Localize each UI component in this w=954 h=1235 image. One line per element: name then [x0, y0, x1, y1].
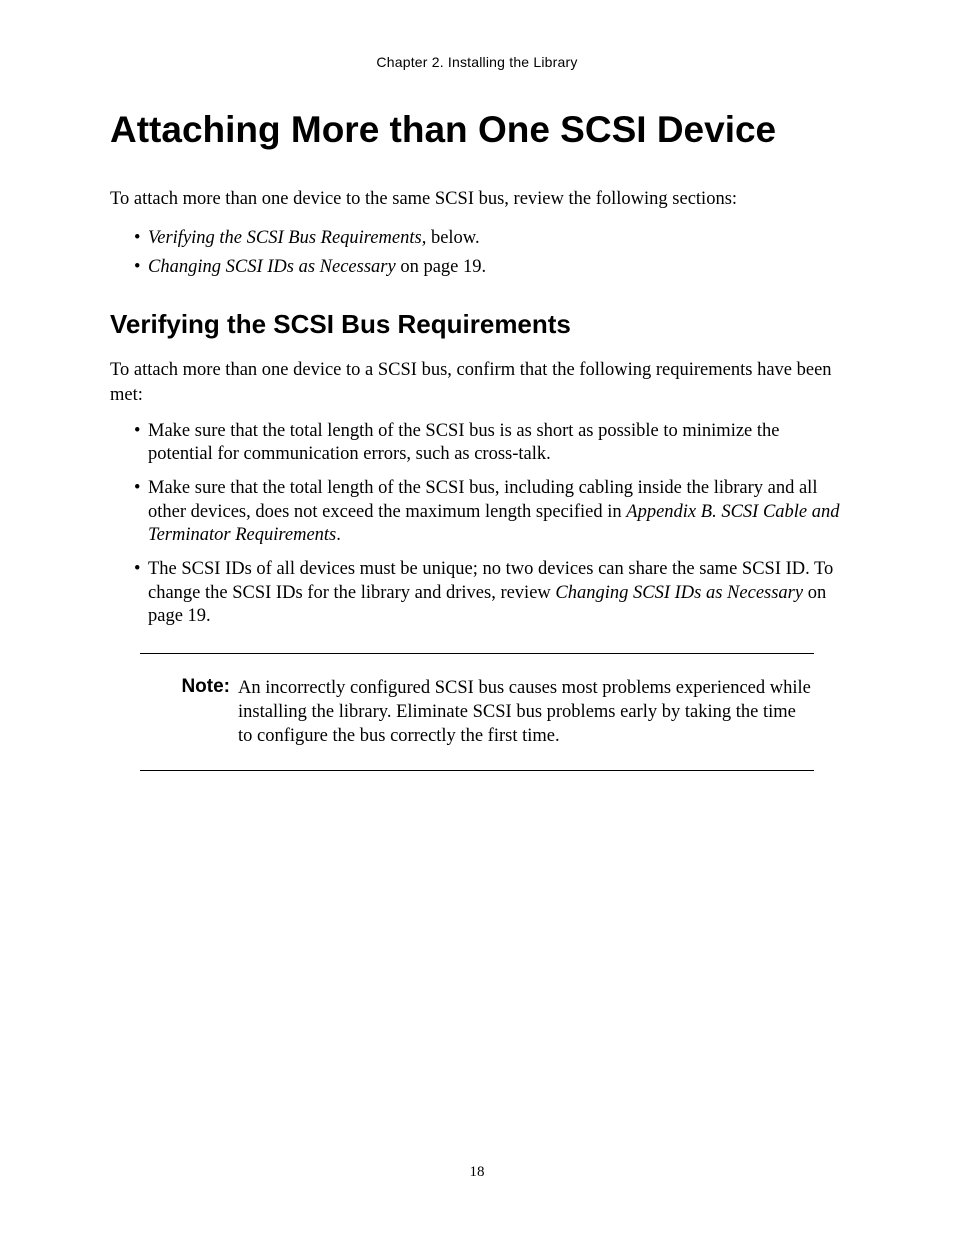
page: Chapter 2. Installing the Library Attach… — [0, 0, 954, 1235]
list-text-pre: Make sure that the total length of the S… — [148, 421, 779, 465]
list-item: Changing SCSI IDs as Necessary on page 1… — [140, 253, 844, 283]
page-title: Attaching More than One SCSI Device — [110, 110, 844, 151]
list-item: The SCSI IDs of all devices must be uniq… — [140, 558, 844, 629]
chapter-header: Chapter 2. Installing the Library — [110, 54, 844, 70]
reference-title: Verifying the SCSI Bus Requirements — [148, 228, 422, 248]
list-text-italic: Changing SCSI IDs as Necessary — [555, 583, 803, 603]
top-reference-list: Verifying the SCSI Bus Requirements, bel… — [110, 224, 844, 283]
intro-paragraph: To attach more than one device to the sa… — [110, 187, 844, 212]
note-label: Note: — [140, 676, 238, 698]
note-text: An incorrectly configured SCSI bus cause… — [238, 676, 814, 748]
list-item: Verifying the SCSI Bus Requirements, bel… — [140, 224, 844, 254]
list-item: Make sure that the total length of the S… — [140, 477, 844, 548]
section-intro: To attach more than one device to a SCSI… — [110, 358, 844, 408]
list-text-post: . — [336, 525, 341, 545]
section-title: Verifying the SCSI Bus Requirements — [110, 309, 844, 340]
requirements-list: Make sure that the total length of the S… — [110, 420, 844, 629]
note-block: Note: An incorrectly configured SCSI bus… — [140, 653, 814, 771]
reference-title: Changing SCSI IDs as Necessary — [148, 257, 396, 277]
list-item: Make sure that the total length of the S… — [140, 420, 844, 467]
reference-tail: , below. — [422, 228, 480, 248]
reference-tail: on page 19. — [396, 257, 486, 277]
note-row: Note: An incorrectly configured SCSI bus… — [140, 676, 814, 748]
page-number: 18 — [0, 1164, 954, 1181]
